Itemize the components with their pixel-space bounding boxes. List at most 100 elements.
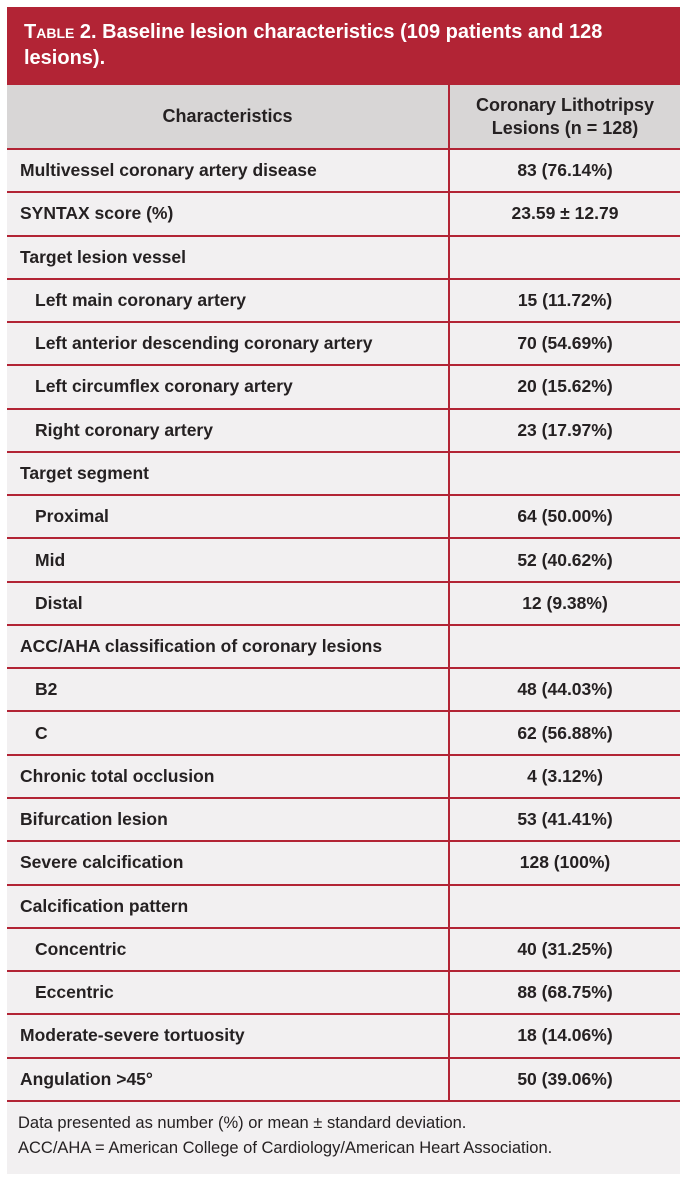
value-cell: 15 (11.72%) xyxy=(448,279,680,322)
characteristic-cell: Target segment xyxy=(7,453,448,494)
characteristic-cell: B2 xyxy=(7,669,448,710)
value-text: 83 (76.14%) xyxy=(517,160,613,181)
value-cell: 48 (44.03%) xyxy=(448,669,680,711)
table-row: SYNTAX score (%) 23.59 ± 12.79 xyxy=(7,193,680,237)
value-text: 128 (100%) xyxy=(519,852,611,873)
table-footnotes: Data presented as number (%) or mean ± s… xyxy=(7,1102,680,1174)
table-row: Distal 12 (9.38%) xyxy=(7,582,680,626)
value-text: 50 (39.06%) xyxy=(517,1068,613,1089)
value-cell: 128 (100%) xyxy=(448,842,680,884)
characteristic-cell: Target lesion vessel xyxy=(7,237,448,278)
characteristic-cell: Concentric xyxy=(7,929,448,970)
characteristic-label: ACC/AHA classification of coronary lesio… xyxy=(20,636,383,657)
value-text: 48 (44.03%) xyxy=(517,679,613,700)
characteristic-label: B2 xyxy=(35,679,58,700)
characteristic-label: Calcification pattern xyxy=(20,895,189,916)
table-row: Target lesion vessel xyxy=(7,236,680,280)
value-cell: 70 (54.69%) xyxy=(448,323,680,365)
table-row: Calcification pattern xyxy=(7,885,680,929)
column-header-coronary-lithotripsy-lesions: Coronary Lithotripsy Lesions (n = 128) xyxy=(448,85,680,148)
table-row: Eccentric 88 (68.75%) xyxy=(7,972,680,1016)
value-cell xyxy=(448,452,680,495)
value-cell: 53 (41.41%) xyxy=(448,798,680,841)
table-row: ACC/AHA classification of coronary lesio… xyxy=(7,625,680,670)
value-text: 70 (54.69%) xyxy=(517,333,613,354)
value-text: 23 (17.97%) xyxy=(517,419,613,440)
table-row: Chronic total occlusion 4 (3.12%) xyxy=(7,755,680,799)
table-title-text: Baseline lesion characteristics (109 pat… xyxy=(24,21,603,69)
value-text: 88 (68.75%) xyxy=(517,982,613,1003)
characteristic-label: SYNTAX score (%) xyxy=(20,203,174,224)
table-row: Proximal 64 (50.00%) xyxy=(7,496,680,540)
value-cell: 62 (56.88%) xyxy=(448,712,680,754)
characteristic-label: Bifurcation lesion xyxy=(20,809,168,830)
characteristic-cell: Left anterior descending coronary artery xyxy=(7,323,448,364)
table-row: Bifurcation lesion 53 (41.41%) xyxy=(7,798,680,843)
value-text: 62 (56.88%) xyxy=(517,722,613,743)
value-cell: 88 (68.75%) xyxy=(448,972,680,1014)
table-rows: Multivessel coronary artery disease 83 (… xyxy=(7,150,680,1102)
characteristic-cell: Moderate-severe tortuosity xyxy=(7,1015,448,1056)
characteristic-label: Moderate-severe tortuosity xyxy=(20,1025,245,1046)
value-text: 64 (50.00%) xyxy=(517,506,613,527)
value-cell: 83 (76.14%) xyxy=(448,150,680,192)
characteristic-cell: Multivessel coronary artery disease xyxy=(7,150,448,191)
value-cell xyxy=(448,236,680,278)
table-title-bar: Table 2. Baseline lesion characteristics… xyxy=(7,7,680,85)
table-row: C 62 (56.88%) xyxy=(7,712,680,756)
table-row: Severe calcification 128 (100%) xyxy=(7,842,680,886)
characteristic-cell: Left main coronary artery xyxy=(7,280,448,321)
characteristic-label: Distal xyxy=(35,592,83,613)
value-cell: 23 (17.97%) xyxy=(448,409,680,451)
footnote-abbreviations: ACC/AHA = American College of Cardiology… xyxy=(18,1138,553,1157)
characteristic-label: Eccentric xyxy=(35,982,114,1003)
characteristic-label: Left anterior descending coronary artery xyxy=(35,333,373,354)
table-row: Right coronary artery 23 (17.97%) xyxy=(7,409,680,453)
value-cell: 12 (9.38%) xyxy=(448,582,680,624)
table-row: Multivessel coronary artery disease 83 (… xyxy=(7,150,680,194)
table-title: Table 2. Baseline lesion characteristics… xyxy=(24,19,658,71)
table-number-label: Table 2. xyxy=(24,21,97,43)
column-header-row: Characteristics Coronary Lithotripsy Les… xyxy=(7,85,680,150)
table-row: Concentric 40 (31.25%) xyxy=(7,928,680,973)
value-text: 23.59 ± 12.79 xyxy=(511,203,619,224)
value-cell: 4 (3.12%) xyxy=(448,755,680,797)
characteristic-label: Concentric xyxy=(35,938,127,959)
value-text: 15 (11.72%) xyxy=(517,289,613,310)
characteristic-label: Target segment xyxy=(20,462,150,483)
characteristic-cell: Mid xyxy=(7,539,448,580)
characteristic-label: Left circumflex coronary artery xyxy=(35,376,293,397)
value-text: 12 (9.38%) xyxy=(522,592,608,613)
table-row: B2 48 (44.03%) xyxy=(7,669,680,713)
characteristic-cell: Eccentric xyxy=(7,972,448,1013)
value-cell: 23.59 ± 12.79 xyxy=(448,193,680,235)
table-row: Angulation >45° 50 (39.06%) xyxy=(7,1058,680,1102)
characteristic-label: Angulation >45° xyxy=(20,1068,153,1089)
characteristic-label: Severe calcification xyxy=(20,852,184,873)
value-text: 18 (14.06%) xyxy=(517,1025,613,1046)
footnote-data-presentation: Data presented as number (%) or mean ± s… xyxy=(18,1114,467,1132)
characteristic-cell: Angulation >45° xyxy=(7,1059,448,1100)
characteristic-cell: Severe calcification xyxy=(7,842,448,883)
table-row: Left anterior descending coronary artery… xyxy=(7,323,680,367)
value-cell: 40 (31.25%) xyxy=(448,928,680,971)
characteristic-cell: ACC/AHA classification of coronary lesio… xyxy=(7,626,448,667)
characteristic-label: Chronic total occlusion xyxy=(20,765,215,786)
value-text: 40 (31.25%) xyxy=(517,938,613,959)
characteristic-label: Multivessel coronary artery disease xyxy=(20,160,317,181)
characteristic-cell: Bifurcation lesion xyxy=(7,799,448,840)
value-cell: 64 (50.00%) xyxy=(448,496,680,538)
value-text: 53 (41.41%) xyxy=(517,809,613,830)
characteristic-label: Mid xyxy=(35,549,66,570)
characteristic-label: Target lesion vessel xyxy=(20,246,187,267)
table-row: Left main coronary artery 15 (11.72%) xyxy=(7,279,680,324)
characteristic-label: Proximal xyxy=(35,506,109,527)
characteristic-cell: C xyxy=(7,712,448,753)
column-header-characteristics: Characteristics xyxy=(162,106,293,127)
value-text: 4 (3.12%) xyxy=(527,765,603,786)
characteristic-cell: Right coronary artery xyxy=(7,410,448,451)
table-row: Target segment xyxy=(7,452,680,497)
value-cell: 52 (40.62%) xyxy=(448,539,680,581)
value-cell: 20 (15.62%) xyxy=(448,366,680,408)
characteristic-cell: Proximal xyxy=(7,496,448,537)
